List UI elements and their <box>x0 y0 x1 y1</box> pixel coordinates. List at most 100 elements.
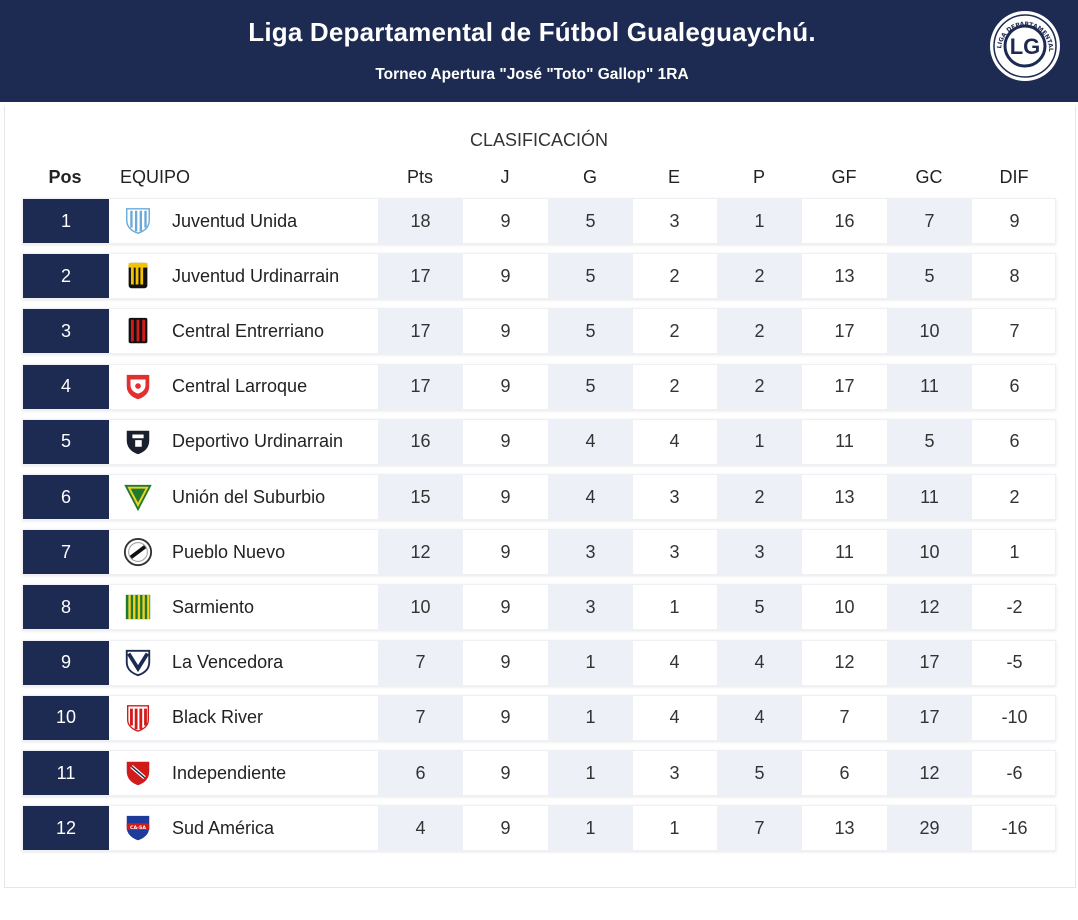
table-row: 4 Central Larroque 17 9 5 2 2 17 11 6 <box>22 363 1056 410</box>
position-cell: 5 <box>23 419 109 464</box>
gc-cell: 17 <box>887 640 972 685</box>
dif-cell: 7 <box>1009 320 1020 341</box>
juventud-urdinarrain-crest-icon <box>128 263 148 289</box>
union-del-suburbio-crest-icon <box>124 484 152 512</box>
g-cell: 1 <box>548 640 633 685</box>
e-cell: 1 <box>669 817 680 838</box>
gc-cell: 17 <box>887 695 972 740</box>
p-cell: 5 <box>717 585 802 630</box>
position-cell: 7 <box>23 530 109 575</box>
dif-cell: 2 <box>1009 486 1020 507</box>
la-vencedora-crest-icon <box>125 649 151 676</box>
position-cell: 4 <box>23 364 109 409</box>
e-cell: 3 <box>669 762 680 783</box>
table-row: 6 Unión del Suburbio 15 9 4 3 2 13 11 2 <box>22 474 1056 520</box>
dif-cell: -2 <box>1006 596 1023 617</box>
gc-cell: 5 <box>887 419 972 464</box>
g-cell: 3 <box>548 530 633 575</box>
col-header-pos: Pos <box>48 167 82 187</box>
g-cell: 4 <box>548 475 633 519</box>
position-cell: 1 <box>23 199 109 243</box>
pts-cell: 12 <box>378 530 463 575</box>
table-row: 5 Deportivo Urdinarrain 16 9 4 4 1 11 5 6 <box>22 418 1056 465</box>
logo-monogram: LG <box>1010 34 1041 59</box>
pts-cell: 17 <box>378 364 463 409</box>
g-cell: 1 <box>548 806 633 851</box>
g-cell: 5 <box>548 309 633 354</box>
sud-america-crest-icon: CA-SA <box>126 816 150 841</box>
p-cell: 3 <box>717 530 802 575</box>
sarmiento-crest-icon <box>125 595 151 620</box>
dif-cell: 1 <box>1009 541 1020 562</box>
e-cell: 3 <box>669 486 680 507</box>
pts-cell: 17 <box>378 254 463 299</box>
position-cell: 8 <box>23 585 109 630</box>
j-cell: 9 <box>500 320 511 341</box>
pts-cell: 18 <box>378 199 463 243</box>
table-row: 12 CA-SA Sud América 4 9 1 1 7 13 29 -16 <box>22 805 1056 852</box>
gf-cell: 11 <box>835 541 854 562</box>
j-cell: 9 <box>500 376 511 397</box>
j-cell: 9 <box>500 541 511 562</box>
j-cell: 9 <box>500 652 511 673</box>
dif-cell: 8 <box>1009 265 1020 286</box>
position-cell: 11 <box>23 751 109 795</box>
e-cell: 4 <box>669 707 680 728</box>
e-cell: 3 <box>669 541 680 562</box>
gf-cell: 11 <box>835 431 854 452</box>
dif-cell: -6 <box>1006 762 1023 783</box>
table-row: 9 La Vencedora 7 9 1 4 4 12 17 -5 <box>22 639 1056 686</box>
team-name: La Vencedora <box>172 652 284 673</box>
j-cell: 9 <box>500 762 511 783</box>
gf-cell: 17 <box>834 376 855 397</box>
table-row: 3 Central Entrerriano 17 9 5 2 2 17 10 7 <box>22 308 1056 355</box>
col-header-gc: GC <box>915 167 943 187</box>
juventud-unida-crest-icon <box>126 208 150 234</box>
gc-cell: 7 <box>887 199 972 243</box>
central-larroque-crest-icon <box>126 374 150 399</box>
table-row: 1 Juventud Unida 18 9 5 3 1 16 7 9 <box>22 198 1056 244</box>
pts-cell: 7 <box>378 640 463 685</box>
pts-cell: 17 <box>378 309 463 354</box>
league-title: Liga Departamental de Fútbol Gualeguaych… <box>248 17 816 47</box>
col-header-p: P <box>752 167 765 187</box>
league-logo-icon: LIGA DEPARTAMENTAL DE FÚTBOL GUALEGUAYCH… <box>989 10 1060 81</box>
p-cell: 5 <box>717 751 802 795</box>
team-name: Central Larroque <box>172 376 308 397</box>
gc-cell: 10 <box>887 309 972 354</box>
col-header-e: E <box>667 167 680 187</box>
p-cell: 2 <box>717 475 802 519</box>
table-row: 11 Independiente 6 9 1 3 5 6 12 -6 <box>22 750 1056 796</box>
e-cell: 4 <box>669 431 680 452</box>
position-cell: 2 <box>23 254 109 299</box>
dif-cell: -10 <box>1001 707 1028 728</box>
team-name: Unión del Suburbio <box>172 486 326 507</box>
gf-cell: 17 <box>834 320 855 341</box>
table-row: 8 Sarmiento 10 9 3 1 5 10 12 -2 <box>22 584 1056 631</box>
pts-cell: 6 <box>378 751 463 795</box>
gc-cell: 12 <box>887 751 972 795</box>
position-cell: 3 <box>23 309 109 354</box>
pts-cell: 15 <box>378 475 463 519</box>
team-name: Juventud Unida <box>172 210 298 231</box>
g-cell: 5 <box>548 254 633 299</box>
g-cell: 1 <box>548 695 633 740</box>
p-cell: 2 <box>717 309 802 354</box>
team-name: Juventud Urdinarrain <box>172 265 340 286</box>
gc-cell: 11 <box>887 364 972 409</box>
j-cell: 9 <box>500 596 511 617</box>
e-cell: 2 <box>669 376 680 397</box>
g-cell: 3 <box>548 585 633 630</box>
p-cell: 2 <box>717 364 802 409</box>
pts-cell: 4 <box>378 806 463 851</box>
dif-cell: 9 <box>1009 210 1020 231</box>
g-cell: 1 <box>548 751 633 795</box>
gc-cell: 5 <box>887 254 972 299</box>
gc-cell: 11 <box>887 475 972 519</box>
pts-cell: 7 <box>378 695 463 740</box>
position-cell: 9 <box>23 640 109 685</box>
gc-cell: 29 <box>887 806 972 851</box>
g-cell: 5 <box>548 199 633 243</box>
j-cell: 9 <box>500 431 511 452</box>
pts-cell: 10 <box>378 585 463 630</box>
